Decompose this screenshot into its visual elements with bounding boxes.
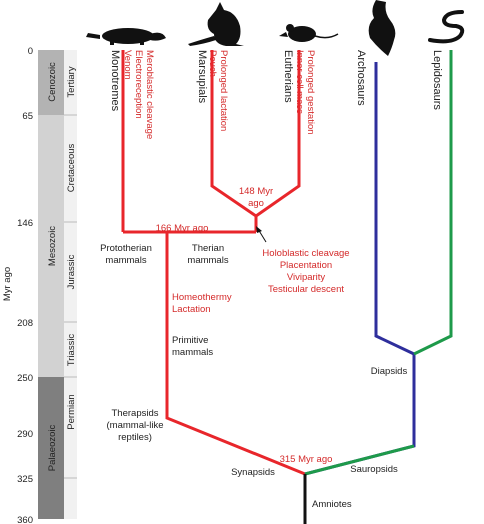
timescale-columns: Cenozoic Mesozoic Palaeozoic Tertiary Cr… <box>38 50 77 519</box>
trait-label: Placentation <box>280 260 332 271</box>
trait-label: Prolonged gestation <box>305 50 316 135</box>
axis-tick-label: 0 <box>28 46 33 57</box>
cenozoic-band <box>38 50 64 115</box>
trait-label: Viviparity <box>287 272 326 283</box>
trait-label: Holoblastic cleavage <box>262 248 349 259</box>
branch-eutherians <box>255 50 301 218</box>
trait-label: Homeothermy <box>172 292 232 303</box>
node-label-diapsids: Diapsids <box>371 366 408 377</box>
node-time-amniota: 315 Myr ago <box>280 454 333 465</box>
node-label-sauropsids: Sauropsids <box>350 464 398 475</box>
axis-tick-label: 360 <box>17 515 33 524</box>
trait-label: Prolonged lactation <box>218 50 229 131</box>
node-pointer-arrow-icon <box>256 226 267 243</box>
branch-marsupials <box>210 50 257 218</box>
node-label-therapsids: reptiles) <box>118 432 152 443</box>
era-label: Palaeozoic <box>47 425 58 472</box>
node-time-theria: 148 Myr <box>239 186 273 197</box>
tree-branches <box>121 50 453 524</box>
animal-silhouettes <box>86 0 465 56</box>
era-label: Cenozoic <box>47 62 58 102</box>
axis-tick-label: 65 <box>22 111 33 122</box>
period-label: Jurassic <box>66 254 77 289</box>
node-label-prototherian: Prototherian <box>100 243 152 254</box>
taxon-label-lepidosaurs: Lepidosaurs <box>431 50 443 110</box>
mammal-lineage <box>121 50 306 476</box>
trait-label: Testicular descent <box>268 284 344 295</box>
trait-label: Electroreception <box>133 50 144 119</box>
platypus-silhouette-icon <box>86 28 166 45</box>
axis-tick-label: 208 <box>17 318 33 329</box>
taxon-label-archosaurs: Archosaurs <box>355 50 367 106</box>
wallaby-silhouette-icon <box>188 2 244 46</box>
node-label-therapsids: (mammal-like <box>107 420 164 431</box>
axis-tick-label: 325 <box>17 474 33 485</box>
node-label-primitive: Primitive <box>172 335 208 346</box>
node-time-mammalia: 166 Myr ago <box>156 223 209 234</box>
node-label-therian: mammals <box>187 255 228 266</box>
period-column <box>64 50 77 519</box>
axis-title: Myr ago <box>2 267 13 301</box>
snake-silhouette-icon <box>428 10 465 44</box>
node-label-primitive: mammals <box>172 347 213 358</box>
taxon-label-marsupials: Marsupials <box>196 50 208 104</box>
node-label-amniotes: Amniotes <box>312 499 352 510</box>
node-label-therapsids: Therapsids <box>112 408 159 419</box>
axis-tick-label: 250 <box>17 373 33 384</box>
trait-label: Venom <box>122 50 133 80</box>
time-axis: 0 65 146 208 250 290 325 360 Myr ago <box>2 46 33 524</box>
mouse-silhouette-icon <box>279 24 339 42</box>
branch-mammal-stem <box>165 232 306 476</box>
taxon-label-monotremes: Monotremes <box>109 50 121 112</box>
period-label: Permian <box>66 394 77 429</box>
era-label: Mesozoic <box>47 226 58 266</box>
node-time-theria: ago <box>248 198 264 209</box>
axis-tick-label: 290 <box>17 429 33 440</box>
mesozoic-band <box>38 115 64 377</box>
taxon-labels: Monotremes Marsupials Eutherians Archosa… <box>109 50 443 112</box>
period-label: Tertiary <box>66 66 77 97</box>
period-label: Cretaceous <box>66 143 77 192</box>
node-label-prototherian: mammals <box>105 255 146 266</box>
node-label-synapsids: Synapsids <box>231 467 275 478</box>
bird-silhouette-icon <box>368 0 396 56</box>
node-label-therian: Therian <box>192 243 224 254</box>
axis-tick-label: 146 <box>17 218 33 229</box>
node-labels: 148 Myr ago 166 Myr ago Holoblastic clea… <box>100 186 407 510</box>
palaeozoic-band <box>38 377 64 519</box>
taxon-label-eutherians: Eutherians <box>282 50 294 103</box>
trait-label: Meroblastic cleavage <box>144 50 155 139</box>
branch-lepidosaurs <box>304 50 453 476</box>
period-label: Triassic <box>66 334 77 367</box>
trait-label: Lactation <box>172 304 211 315</box>
